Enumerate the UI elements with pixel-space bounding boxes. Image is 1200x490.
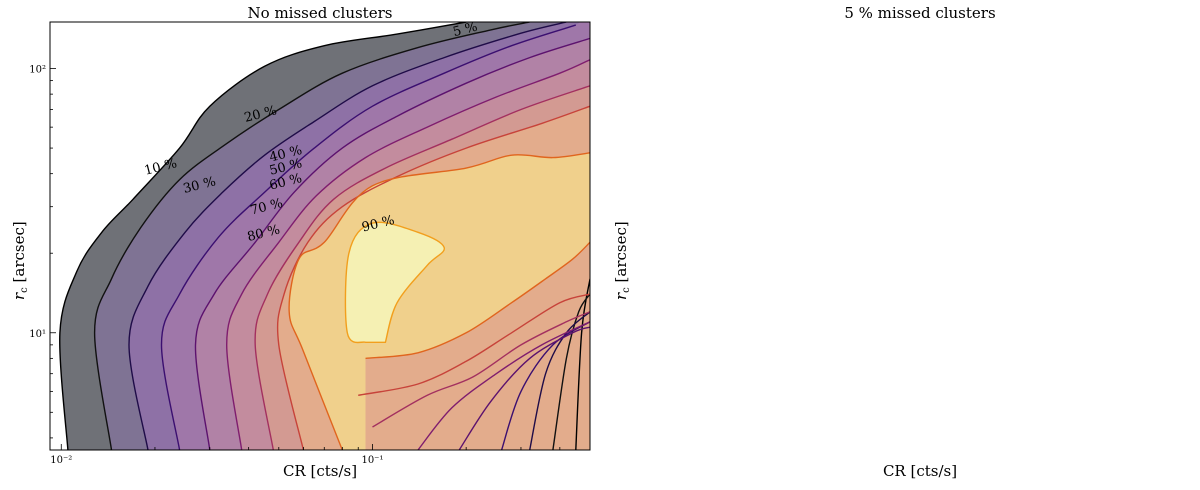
y-axis-label-symbol: r [10, 292, 28, 300]
y-axis-label: rc [arcsec] [10, 221, 30, 300]
contour-line-40 [194, 37, 590, 450]
contour-line-20 [128, 22, 567, 450]
contour-plot: 5 %10 %20 %30 %40 %50 %60 %70 %80 % 90 %1… [29, 20, 591, 466]
x-axis-label: CR [cts/s] [282, 462, 358, 480]
chart-title: No missed clusters [247, 4, 393, 22]
left-chart-panel: No missed clusters 5 % 10 % 20 % 30 % 40 % 50… [10, 4, 591, 480]
x-axis-label: CR [cts/s] [882, 462, 958, 480]
contour-plot: 5 %10 %20 %30 %40 %50 %60 %70 %80 %10⁻²1… [600, 0, 1200, 490]
contour-line-5 [59, 22, 467, 450]
contour-line-30 [160, 24, 577, 450]
y-axis-label: rc [arcsec] [612, 221, 632, 300]
y-axis-label-symbol: r [612, 292, 630, 300]
y-tick-label: 10¹ [29, 329, 46, 340]
y-axis-label-subscript: c [19, 287, 30, 293]
contour-fill-layers [59, 22, 590, 450]
contour-line-inner-70 [358, 293, 590, 396]
contour-fill-90 [345, 222, 445, 343]
contour-line-50 [225, 59, 590, 450]
y-tick-label: 10² [29, 65, 46, 76]
contour-line-inner-30 [500, 321, 590, 450]
y-axis-label-unit: [arcsec] [612, 221, 630, 283]
y-axis-label-subscript: c [621, 287, 632, 293]
contour-line-90 [344, 221, 445, 344]
contour-line-inner-60 [372, 311, 590, 428]
x-tick-label: 10⁻¹ [361, 455, 383, 466]
contour-line-10 [93, 22, 530, 450]
contour-line-inner-5 [575, 278, 590, 450]
plot-frame [49, 21, 591, 451]
contour-line-inner-50 [417, 321, 590, 450]
contour-line-80 [288, 152, 590, 450]
right-chart-panel: 5 % missed clusters 5 %10 %20 %30 %40 %5… [600, 0, 1200, 490]
contour-line-60 [254, 85, 590, 450]
contour-label: 5 % [451, 20, 479, 41]
y-axis-label-unit: [arcsec] [10, 221, 28, 283]
contour-line-inner-10 [552, 293, 590, 450]
chart-title: 5 % missed clusters [844, 4, 996, 22]
contour-line-inner-20 [529, 311, 590, 450]
contour-line-inner-80 [365, 241, 590, 360]
x-tick-label: 10⁻² [50, 455, 72, 466]
contour-line-70 [276, 105, 590, 450]
contour-line-inner-40 [458, 326, 590, 450]
